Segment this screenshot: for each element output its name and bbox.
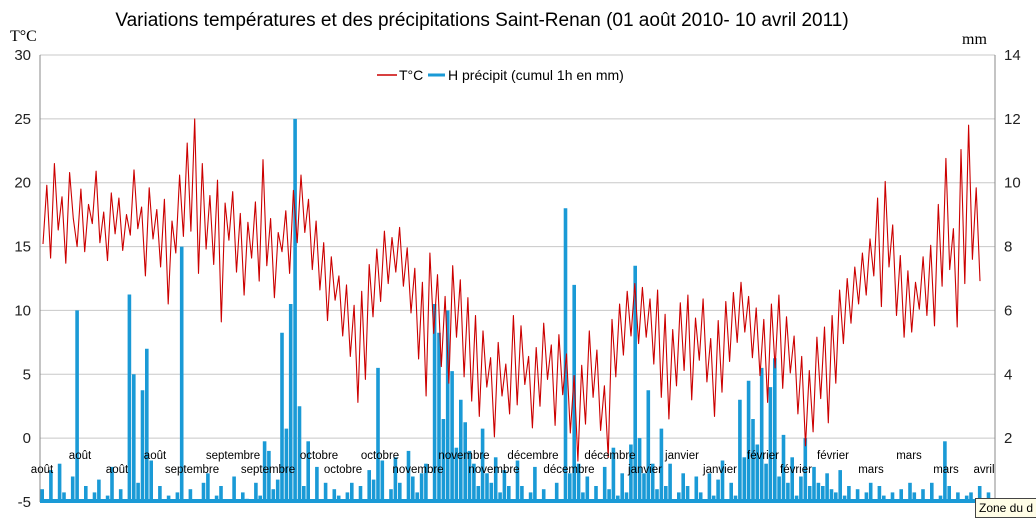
x-tick-label: août bbox=[144, 450, 167, 462]
x-tick-label: octobre bbox=[324, 464, 362, 476]
plot-area bbox=[39, 55, 996, 503]
y-left-axis-label: T°C bbox=[10, 28, 37, 45]
x-tick-label: mars bbox=[933, 464, 959, 476]
y-right-tick-label: 4 bbox=[1004, 366, 1012, 383]
x-tick-label: novembre bbox=[438, 450, 489, 462]
x-tick-label: août bbox=[31, 464, 54, 476]
x-tick-label: novembre bbox=[468, 464, 519, 476]
x-tick-label: janvier bbox=[702, 464, 737, 476]
x-tick-label: février bbox=[747, 450, 779, 462]
x-tick-label: mars bbox=[896, 450, 922, 462]
x-tick-label: septembre bbox=[206, 450, 260, 462]
series-temperature bbox=[42, 118, 981, 462]
y-left-tick-label: 15 bbox=[14, 239, 31, 256]
legend-label-temperature: T°C bbox=[399, 67, 423, 83]
x-tick-label: octobre bbox=[300, 450, 338, 462]
x-tick-label: août bbox=[69, 450, 92, 462]
y-right-tick-label: 14 bbox=[1004, 47, 1021, 64]
x-tick-label: janvier bbox=[627, 464, 662, 476]
legend-label-precipitation: H précipit (cumul 1h en mm) bbox=[448, 67, 624, 83]
x-tick-labels-lower: août août septembre septembre octobre novembr… bbox=[31, 464, 995, 476]
y-left-tick-label: 20 bbox=[14, 175, 31, 192]
x-tick-label: septembre bbox=[165, 464, 219, 476]
y-left-tick-label: -5 bbox=[18, 494, 31, 511]
legend: T°C H précipit (cumul 1h en mm) bbox=[377, 67, 624, 83]
y-right-tick-label: 10 bbox=[1004, 175, 1021, 192]
y-right-tick-label: 8 bbox=[1004, 239, 1012, 256]
x-tick-labels-upper: août août septembre octobre octobre novembre d… bbox=[69, 450, 922, 462]
x-tick-label: août bbox=[106, 464, 129, 476]
y-left-tick-labels: 30 25 20 15 10 5 0 -5 bbox=[14, 47, 31, 511]
x-tick-label: novembre bbox=[392, 464, 443, 476]
x-tick-label: décembre bbox=[543, 464, 594, 476]
x-tick-label: décembre bbox=[507, 450, 558, 462]
series-precipitation bbox=[40, 118, 991, 502]
x-tick-label: décembre bbox=[584, 450, 635, 462]
x-tick-label: mars bbox=[858, 464, 884, 476]
chart-title: Variations températures et des précipita… bbox=[115, 10, 848, 31]
y-left-tick-label: 30 bbox=[14, 47, 31, 64]
y-right-axis-label: mm bbox=[962, 31, 987, 48]
y-right-tick-label: 2 bbox=[1004, 430, 1012, 447]
y-left-tick-label: 25 bbox=[14, 111, 31, 128]
x-tick-label: février bbox=[817, 450, 849, 462]
x-tick-label: février bbox=[780, 464, 812, 476]
y-right-tick-labels: 14 12 10 8 6 4 2 bbox=[1004, 47, 1021, 447]
y-right-tick-label: 12 bbox=[1004, 111, 1021, 128]
x-tick-label: janvier bbox=[664, 450, 699, 462]
y-left-tick-label: 5 bbox=[23, 366, 31, 383]
x-tick-label: avril bbox=[973, 464, 994, 476]
x-tick-label: octobre bbox=[361, 450, 399, 462]
temperature-line bbox=[42, 118, 981, 462]
y-left-tick-label: 10 bbox=[14, 302, 31, 319]
y-left-tick-label: 0 bbox=[23, 430, 31, 447]
tooltip: Zone du d bbox=[975, 498, 1036, 518]
x-tick-label: septembre bbox=[241, 464, 295, 476]
y-right-tick-label: 6 bbox=[1004, 302, 1012, 319]
